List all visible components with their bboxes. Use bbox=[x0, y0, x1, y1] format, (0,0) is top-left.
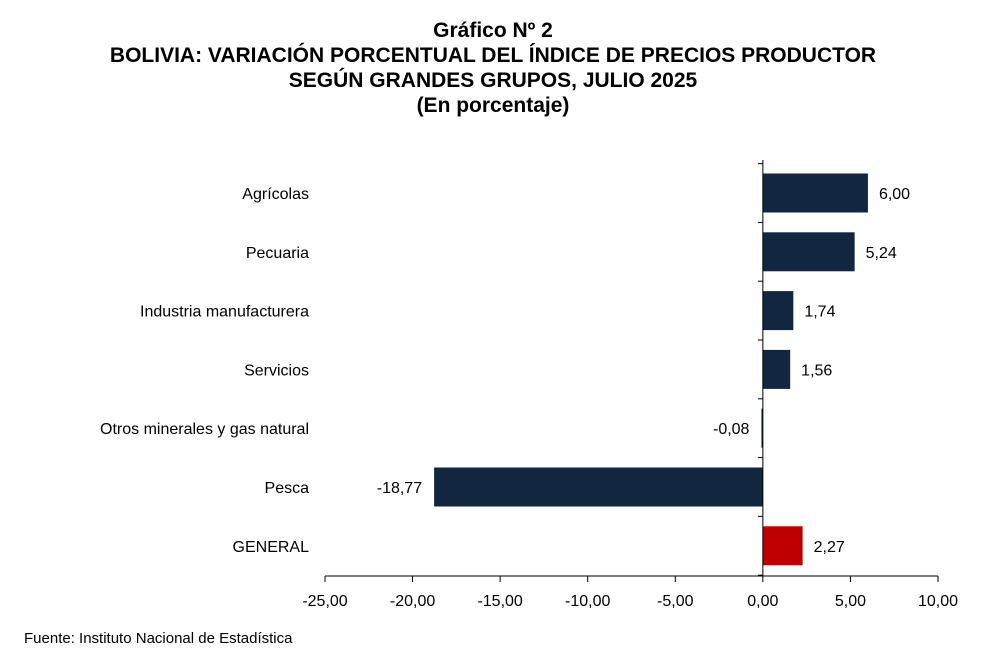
x-tick-label-5: 0,00 bbox=[747, 593, 778, 610]
category-label-2: Industria manufacturera bbox=[140, 304, 309, 321]
bar-4 bbox=[761, 408, 763, 448]
category-label-0: Agrícolas bbox=[242, 186, 309, 203]
bar-1 bbox=[762, 232, 855, 272]
category-label-1: Pecuaria bbox=[246, 245, 309, 262]
x-tick-label-0: -25,00 bbox=[302, 593, 347, 610]
bar-5 bbox=[434, 467, 763, 507]
bar-value-label-3: 1,56 bbox=[801, 362, 832, 379]
bar-6 bbox=[762, 526, 803, 566]
category-label-4: Otros minerales y gas natural bbox=[100, 421, 309, 438]
category-label-3: Servicios bbox=[244, 362, 309, 379]
x-tick-label-4: -5,00 bbox=[657, 593, 694, 610]
x-tick-label-3: -10,00 bbox=[565, 593, 610, 610]
chart-subtitle: (En porcentaje) bbox=[416, 94, 570, 117]
bar-value-label-2: 1,74 bbox=[804, 304, 835, 321]
x-tick-label-6: 5,00 bbox=[835, 593, 866, 610]
bar-value-label-5: -18,77 bbox=[377, 480, 422, 497]
x-tick-label-2: -15,00 bbox=[477, 593, 522, 610]
bar-0 bbox=[762, 173, 868, 213]
x-tick-label-7: 10,00 bbox=[918, 593, 958, 610]
chart-title-line1: BOLIVIA: VARIACIÓN PORCENTUAL DEL ÍNDICE… bbox=[109, 44, 877, 67]
bar-value-label-6: 2,27 bbox=[814, 539, 845, 556]
bar-value-label-4: -0,08 bbox=[713, 421, 750, 438]
bar-value-label-0: 6,00 bbox=[879, 186, 910, 203]
bar-value-label-1: 5,24 bbox=[866, 245, 897, 262]
figure-number: Gráfico Nº 2 bbox=[433, 19, 553, 42]
chart-titles: Gráfico Nº 2 BOLIVIA: VARIACIÓN PORCENTU… bbox=[0, 18, 986, 118]
x-tick-label-1: -20,00 bbox=[390, 593, 435, 610]
chart-title-line2: SEGÚN GRANDES GRUPOS, JULIO 2025 bbox=[288, 69, 698, 92]
bar-3 bbox=[762, 349, 791, 389]
bar-2 bbox=[762, 291, 794, 331]
source-note: Fuente: Instituto Nacional de Estadístic… bbox=[24, 630, 293, 647]
category-label-5: Pesca bbox=[265, 480, 310, 497]
category-label-6: GENERAL bbox=[233, 539, 310, 556]
